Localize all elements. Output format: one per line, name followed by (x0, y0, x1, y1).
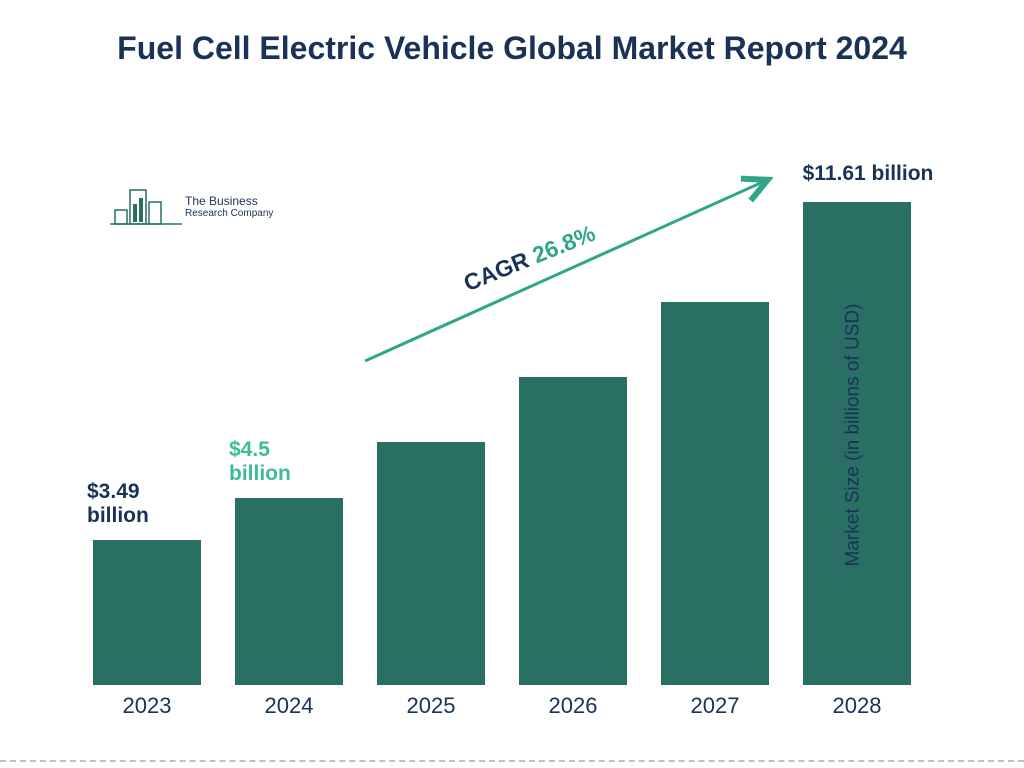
bar (519, 377, 627, 685)
bar (93, 540, 201, 685)
bar-value-label: $4.5billion (229, 438, 349, 486)
x-tick-label: 2026 (519, 693, 627, 719)
bar-value-label: $3.49billion (87, 480, 207, 528)
x-tick-label: 2027 (661, 693, 769, 719)
x-tick-label: 2023 (93, 693, 201, 719)
x-tick-label: 2024 (235, 693, 343, 719)
chart-container: Fuel Cell Electric Vehicle Global Market… (0, 0, 1024, 768)
y-axis-label: Market Size (in billions of USD) (843, 304, 865, 567)
footer-divider (0, 760, 1024, 762)
x-tick-label: 2028 (803, 693, 911, 719)
x-tick-label: 2025 (377, 693, 485, 719)
chart-area: $3.49billion$4.5billion$11.61 billion Ma… (85, 165, 935, 705)
chart-title: Fuel Cell Electric Vehicle Global Market… (0, 28, 1024, 68)
bar-value-label: $11.61 billion (783, 162, 953, 186)
bar (377, 442, 485, 685)
cagr-arrow-icon (345, 141, 805, 391)
bar (235, 498, 343, 685)
